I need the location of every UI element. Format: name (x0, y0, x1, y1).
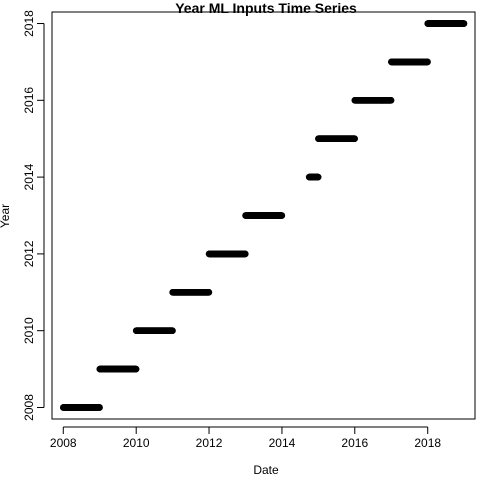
series-year-2011 (169, 288, 213, 296)
series-year-2016 (351, 97, 395, 104)
series-year-2013 (242, 212, 286, 219)
data-point (460, 20, 468, 27)
data-point (96, 404, 103, 411)
x-tick-label: 2016 (341, 436, 368, 450)
data-point (314, 173, 322, 181)
series-year-2017 (388, 58, 431, 66)
x-tick-label: 2018 (414, 436, 441, 450)
series-year-2012 (205, 250, 249, 258)
chart-title: Year ML Inputs Time Series (175, 0, 357, 16)
x-tick-label: 2012 (196, 436, 223, 450)
y-tick-label: 2016 (22, 87, 36, 114)
series-year-2010 (132, 327, 176, 334)
data-point (132, 365, 140, 373)
y-tick-label: 2014 (22, 163, 36, 190)
data-layer (59, 20, 468, 411)
series-year-2008 (59, 404, 103, 411)
data-point (242, 250, 249, 258)
x-axis: 2008 2010 2012 2014 2016 2018 (50, 426, 441, 450)
data-point (205, 288, 213, 296)
data-point (278, 212, 286, 219)
data-point (424, 58, 431, 66)
series-year-2014 (305, 173, 322, 181)
x-tick-label: 2014 (269, 436, 296, 450)
series-year-2018 (424, 20, 468, 27)
x-axis-label: Date (253, 463, 279, 477)
y-tick-label: 2012 (22, 240, 36, 267)
y-tick-label: 2018 (22, 10, 36, 37)
y-tick-label: 2010 (22, 317, 36, 344)
y-axis: 2008 2010 2012 2014 2016 2018 (22, 10, 45, 421)
data-point (387, 97, 395, 104)
data-point (169, 327, 176, 334)
data-point (351, 135, 358, 143)
y-tick-label: 2008 (22, 394, 36, 421)
plot-frame (51, 11, 476, 420)
x-tick-label: 2010 (123, 436, 150, 450)
y-axis-label: Year (0, 204, 12, 228)
x-tick-label: 2008 (50, 436, 77, 450)
series-year-2015 (315, 135, 358, 143)
series-year-2009 (96, 365, 140, 373)
